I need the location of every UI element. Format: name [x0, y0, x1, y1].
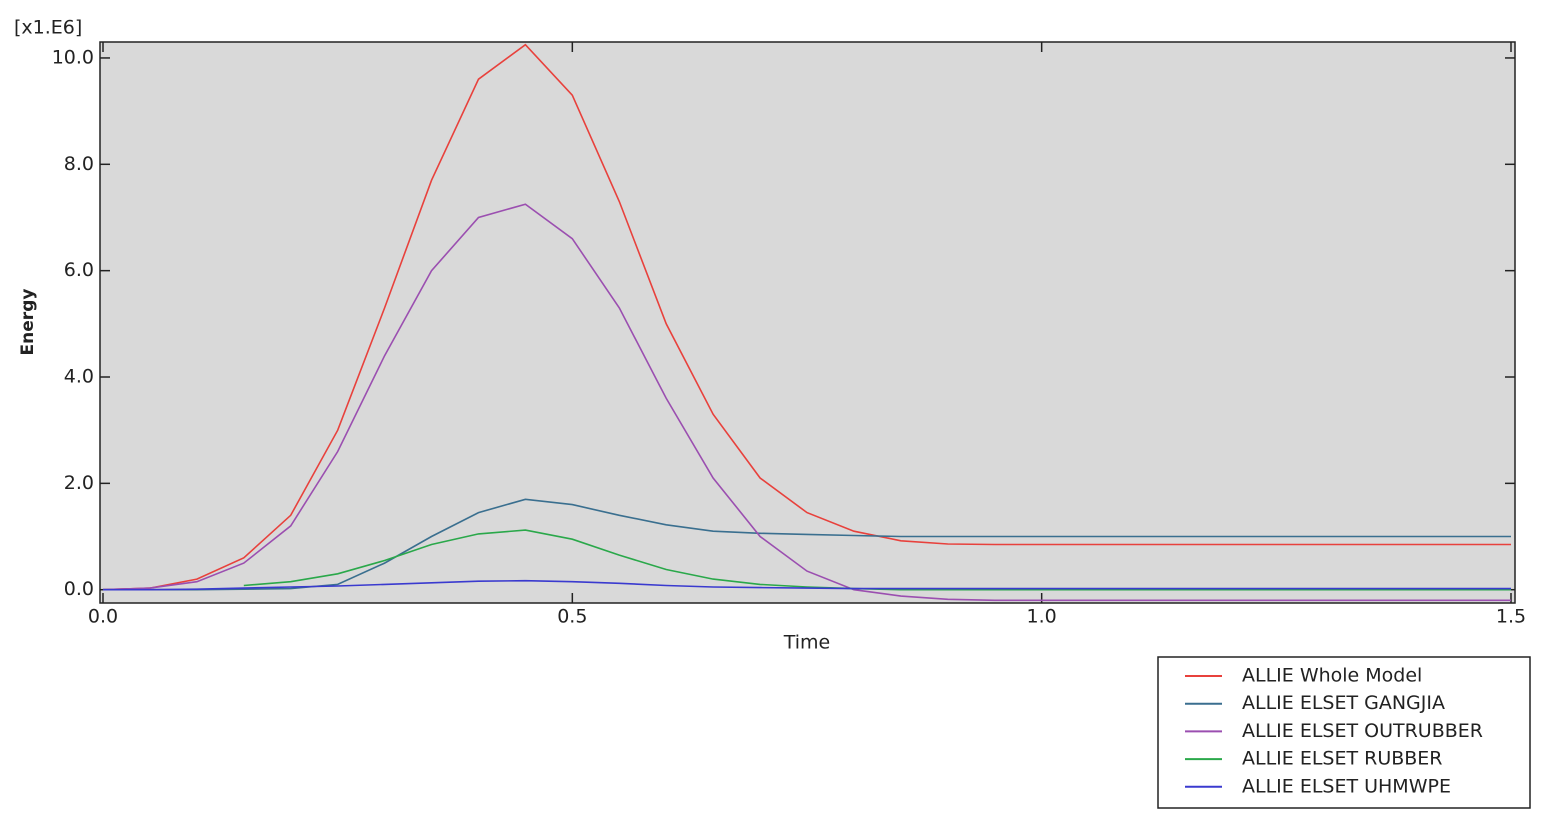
y-axis-label: Energy [18, 289, 38, 356]
series-line [102, 203, 1511, 602]
legend-box [1157, 656, 1531, 809]
y-tick-label: 10.0 [52, 46, 94, 68]
x-tick-label: 0.5 [557, 606, 587, 628]
legend-label: ALLIE Whole Model [1242, 665, 1422, 687]
plot-area [99, 41, 1516, 604]
series-line [103, 498, 1511, 591]
series-line [102, 43, 1511, 591]
legend-label: ALLIE ELSET GANGJIA [1242, 692, 1445, 714]
y-tick-label: 8.0 [64, 153, 94, 175]
x-tick-label: 1.5 [1496, 606, 1526, 628]
y-multiplier: [x1.E6] [14, 17, 82, 39]
y-tick-label: 2.0 [64, 472, 94, 494]
y-tick-label: 4.0 [64, 366, 94, 388]
y-tick-label: 0.0 [64, 578, 94, 600]
series-line [103, 579, 1511, 591]
legend-label: ALLIE ELSET UHMWPE [1242, 775, 1451, 797]
x-axis-label: Time [783, 632, 831, 654]
x-tick-label: 0.0 [88, 606, 118, 628]
legend-label: ALLIE ELSET RUBBER [1242, 748, 1443, 770]
y-tick-label: 6.0 [64, 259, 94, 281]
x-tick-label: 1.0 [1027, 606, 1057, 628]
legend-label: ALLIE ELSET OUTRUBBER [1242, 720, 1483, 742]
